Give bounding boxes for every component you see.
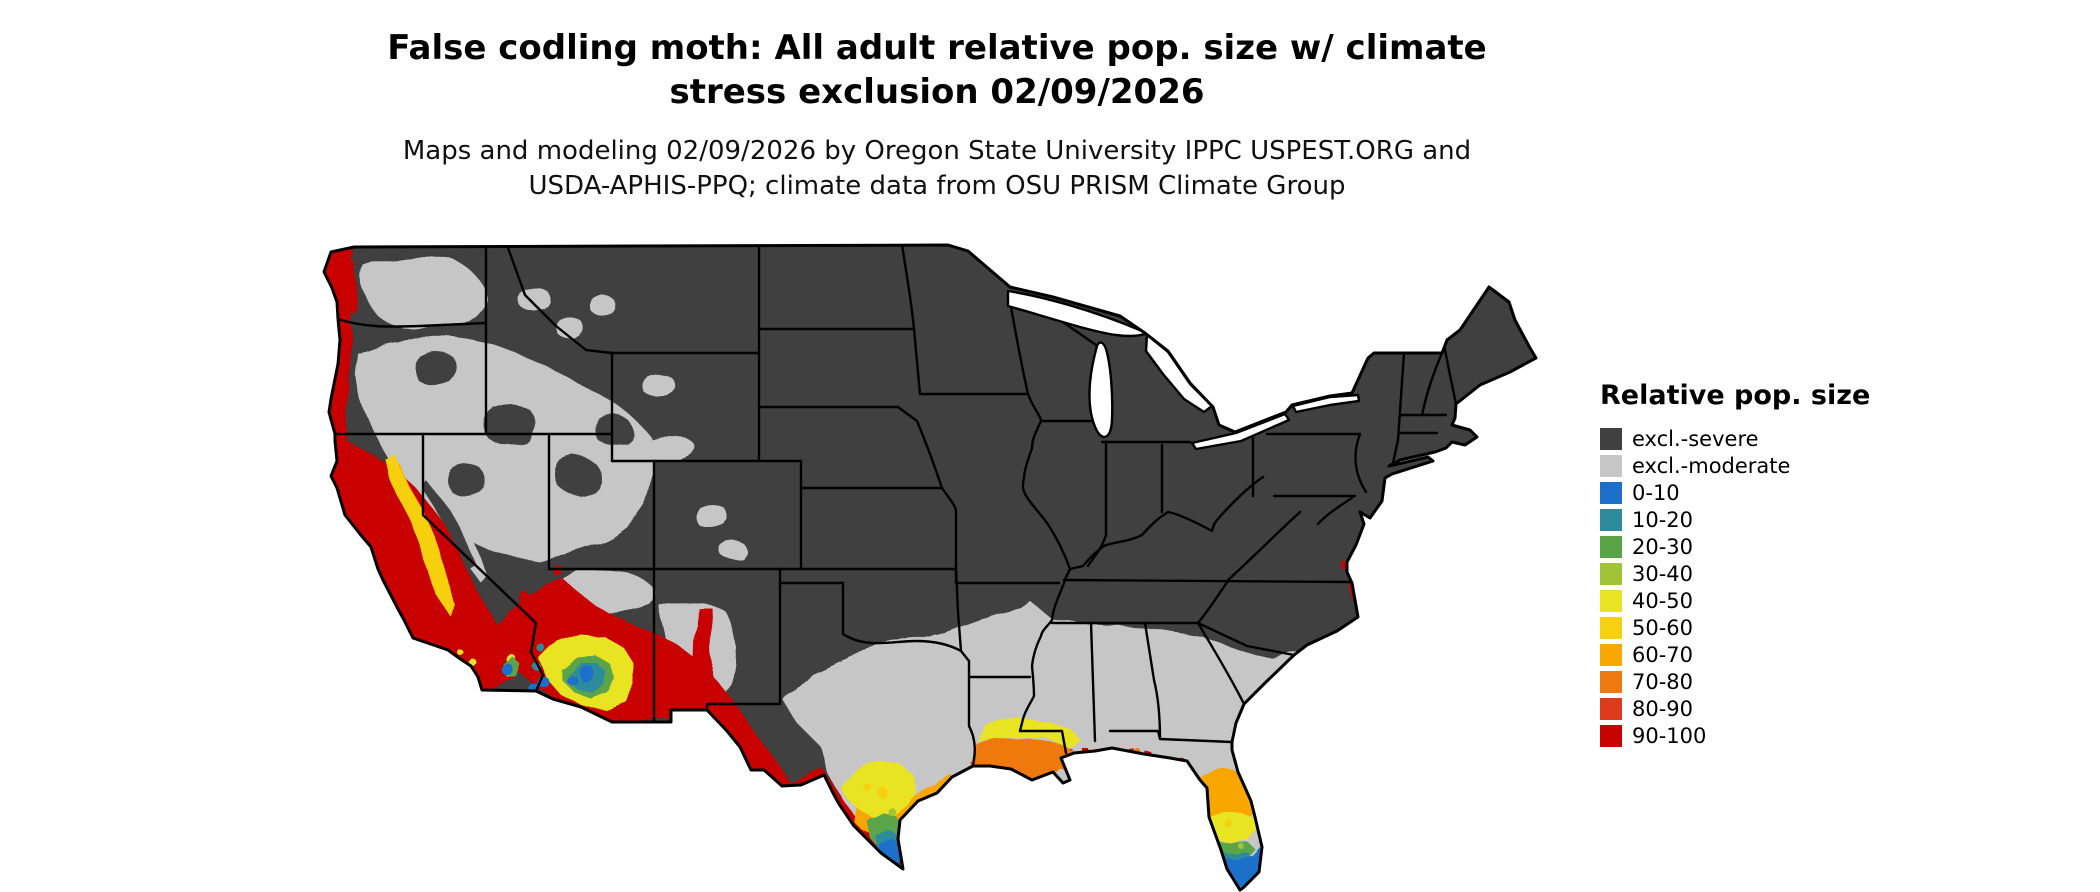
- legend-row: 50-60: [1600, 614, 1870, 641]
- legend-swatch: [1600, 535, 1622, 558]
- legend-swatch: [1600, 643, 1622, 666]
- legend-label: excl.-severe: [1632, 426, 1759, 451]
- legend-label: 50-60: [1632, 615, 1694, 640]
- map-subtitle-line1: Maps and modeling 02/09/2026 by Oregon S…: [402, 136, 1472, 167]
- legend-label: 0-10: [1632, 480, 1680, 505]
- legend-row: 70-80: [1600, 668, 1870, 695]
- map-subtitle: Maps and modeling 02/09/2026 by Oregon S…: [0, 134, 1874, 204]
- map-title: False codling moth: All adult relative p…: [0, 26, 1874, 114]
- map-title-line2: stress exclusion 02/09/2026: [669, 72, 1205, 113]
- legend-swatch: [1600, 562, 1622, 585]
- map-legend: Relative pop. size excl.-severe excl.-mo…: [1600, 380, 1870, 749]
- sierra-nevada-band: [418, 474, 488, 584]
- legend-swatch: [1600, 481, 1622, 504]
- legend-row: 10-20: [1600, 506, 1870, 533]
- legend-items: excl.-severe excl.-moderate 0-10 10-20 2…: [1600, 425, 1870, 749]
- legend-label: 30-40: [1632, 561, 1694, 586]
- map-title-line1: False codling moth: All adult relative p…: [387, 28, 1487, 68]
- legend-row: 20-30: [1600, 533, 1870, 560]
- legend-label: 20-30: [1632, 534, 1694, 559]
- legend-swatch: [1600, 724, 1622, 747]
- legend-swatch: [1600, 616, 1622, 639]
- state-borders: [333, 245, 1458, 768]
- legend-row: 40-50: [1600, 587, 1870, 614]
- legend-row: 30-40: [1600, 560, 1870, 587]
- legend-swatch: [1600, 508, 1622, 531]
- great-lakes: [1006, 289, 1361, 451]
- legend-label: 80-90: [1632, 696, 1694, 721]
- legend-swatch: [1600, 697, 1622, 720]
- legend-row: 0-10: [1600, 479, 1870, 506]
- legend-label: 60-70: [1632, 642, 1694, 667]
- legend-swatch: [1600, 670, 1622, 693]
- lake-superior: [1006, 289, 1147, 338]
- legend-row: 90-100: [1600, 722, 1870, 749]
- legend-swatch: [1600, 427, 1622, 450]
- legend-row: 60-70: [1600, 641, 1870, 668]
- legend-label: excl.-moderate: [1632, 453, 1791, 478]
- figure-header: False codling moth: All adult relative p…: [0, 26, 1874, 205]
- legend-label: 40-50: [1632, 588, 1694, 613]
- map-subtitle-line2: USDA-APHIS-PPQ; climate data from OSU PR…: [528, 171, 1346, 202]
- legend-row: excl.-moderate: [1600, 452, 1870, 479]
- legend-swatch: [1600, 454, 1622, 477]
- legend-label: 90-100: [1632, 723, 1707, 748]
- legend-label: 10-20: [1632, 507, 1694, 532]
- legend-swatch: [1600, 589, 1622, 612]
- legend-row: excl.-severe: [1600, 425, 1870, 452]
- legend-title: Relative pop. size: [1600, 380, 1871, 411]
- legend-label: 70-80: [1632, 669, 1694, 694]
- us-outline: [322, 243, 1538, 892]
- legend-row: 80-90: [1600, 695, 1870, 722]
- lake-michigan: [1088, 341, 1114, 439]
